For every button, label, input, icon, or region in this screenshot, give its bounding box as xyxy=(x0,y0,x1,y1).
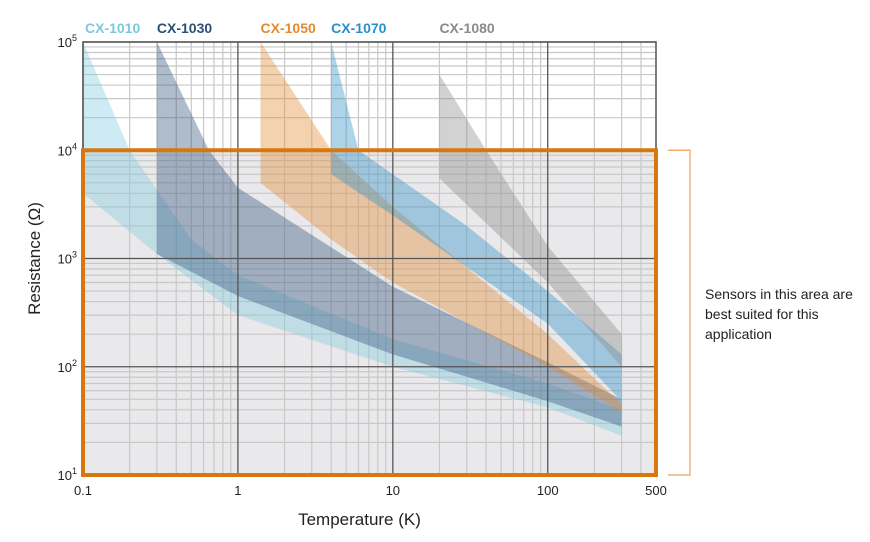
x-tick-label: 500 xyxy=(645,483,667,498)
highlight-annotation: Sensors in this area are best suited for… xyxy=(705,286,853,342)
legend-label-cx-1080: CX-1080 xyxy=(439,20,494,36)
y-axis-label: Resistance (Ω) xyxy=(25,202,44,315)
y-tick-label: 101 xyxy=(58,466,77,483)
legend-label-cx-1010: CX-1010 xyxy=(85,20,140,36)
x-axis-label: Temperature (K) xyxy=(298,510,421,529)
band-cx-1050 xyxy=(260,42,622,413)
y-tick-label: 103 xyxy=(58,250,77,267)
x-tick-label: 10 xyxy=(386,483,400,498)
band-cx-1030 xyxy=(156,42,622,427)
highlight-bracket xyxy=(668,149,691,476)
highlight-fill xyxy=(83,150,656,475)
band-cx-1070 xyxy=(331,42,622,402)
x-tick-label: 0.1 xyxy=(74,483,92,498)
highlight-border xyxy=(81,148,658,477)
y-tick-label: 104 xyxy=(58,141,77,158)
y-tick-label: 105 xyxy=(58,33,77,50)
y-tick-label: 102 xyxy=(58,358,77,375)
band-cx-1080 xyxy=(439,74,622,367)
band-cx-1010 xyxy=(83,42,622,436)
x-tick-label: 1 xyxy=(234,483,241,498)
legend-label-cx-1070: CX-1070 xyxy=(331,20,386,36)
legend-label-cx-1030: CX-1030 xyxy=(157,20,212,36)
x-tick-label: 100 xyxy=(537,483,559,498)
legend-label-cx-1050: CX-1050 xyxy=(261,20,316,36)
